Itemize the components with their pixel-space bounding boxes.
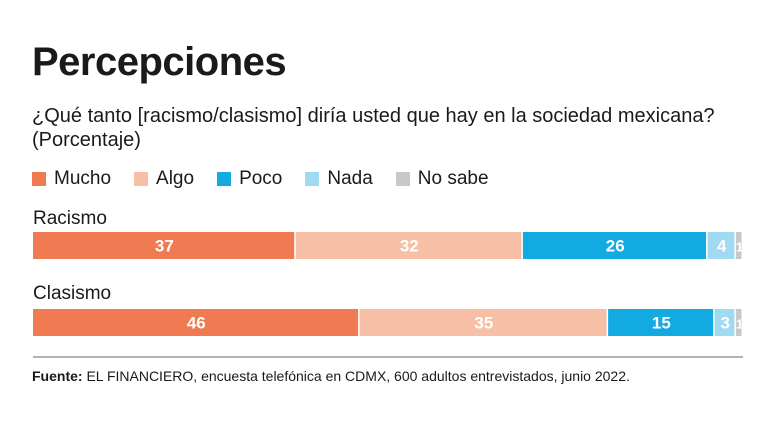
legend-item-nada: Nada: [305, 168, 373, 190]
bar-racismo-algo: [295, 232, 522, 259]
legend-item-no-sabe: No sabe: [395, 168, 489, 190]
bar-racismo-mucho: [33, 232, 295, 259]
legend: Mucho Algo Poco Nada No sabe: [32, 168, 512, 190]
chart-title: Percepciones: [32, 40, 287, 84]
legend-label-algo: Algo: [156, 168, 195, 189]
legend-label-nada: Nada: [327, 168, 373, 189]
legend-item-poco: Poco: [217, 168, 282, 190]
source-note: Fuente: EL FINANCIERO, encuesta telefóni…: [32, 367, 630, 385]
value-label-clasismo-algo: 35: [474, 314, 493, 333]
bar-racismo-poco: [522, 232, 706, 259]
bar-clasismo-algo: [359, 309, 607, 336]
value-label-racismo-no-sabe: 1: [736, 240, 743, 255]
value-label-racismo-algo: 32: [400, 237, 419, 256]
legend-label-no-sabe: No sabe: [417, 168, 489, 189]
legend-swatch-nada: [305, 172, 320, 186]
legend-swatch-no-sabe: [395, 172, 410, 186]
value-label-racismo-mucho: 37: [155, 237, 174, 256]
bar-racismo-no-sabe: [735, 232, 742, 259]
category-label-racismo: Racismo: [33, 208, 107, 229]
value-label-clasismo-mucho: 46: [187, 314, 206, 333]
bar-clasismo-poco: [608, 309, 714, 336]
source-label: Fuente:: [32, 368, 83, 384]
bar-clasismo-no-sabe: [735, 309, 742, 336]
legend-item-mucho: Mucho: [32, 168, 111, 190]
bar-clasismo-mucho: [33, 309, 359, 336]
legend-item-algo: Algo: [134, 168, 194, 190]
legend-swatch-algo: [134, 172, 149, 186]
value-label-clasismo-no-sabe: 1: [736, 317, 743, 332]
bar-racismo-nada: [707, 232, 735, 259]
chart-subtitle: ¿Qué tanto [racismo/clasismo] diría uste…: [32, 105, 715, 151]
legend-swatch-poco: [217, 172, 232, 186]
legend-swatch-mucho: [32, 172, 46, 186]
legend-label-mucho: Mucho: [54, 168, 112, 189]
source-text: EL FINANCIERO, encuesta telefónica en CD…: [82, 368, 630, 384]
value-label-clasismo-poco: 15: [652, 314, 671, 333]
value-label-racismo-poco: 26: [606, 237, 625, 256]
value-label-racismo-nada: 4: [717, 237, 727, 256]
bar-clasismo-nada: [714, 309, 735, 336]
legend-label-poco: Poco: [239, 168, 283, 189]
value-label-clasismo-nada: 3: [721, 314, 730, 333]
category-label-clasismo: Clasismo: [33, 283, 111, 304]
